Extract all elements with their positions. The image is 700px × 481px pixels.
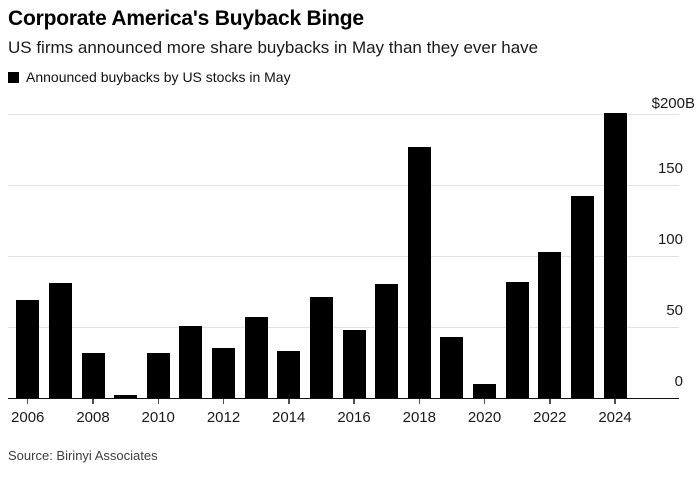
y-tick-label-150: 150 bbox=[657, 160, 683, 177]
x-tick-2012 bbox=[222, 399, 225, 404]
x-tick-label-2024: 2024 bbox=[598, 409, 632, 426]
x-tick-2020 bbox=[483, 399, 486, 404]
x-tick-label-2022: 2022 bbox=[533, 409, 567, 426]
bar-2006 bbox=[16, 300, 40, 398]
bar-2020 bbox=[473, 383, 496, 398]
y-gridline-200 bbox=[8, 114, 679, 115]
y-tick-label-200: $200B bbox=[651, 95, 695, 112]
bar-2017 bbox=[375, 284, 399, 398]
y-gridline-100 bbox=[8, 256, 679, 257]
x-tick-2022 bbox=[549, 399, 551, 404]
bar-2023 bbox=[570, 196, 594, 398]
x-tick-2018 bbox=[418, 399, 420, 404]
bar-2009 bbox=[114, 395, 138, 398]
bar-2015 bbox=[309, 297, 333, 398]
x-tick-label-2016: 2016 bbox=[337, 409, 371, 426]
bar-2021 bbox=[505, 281, 529, 398]
y-tick-label-50: 50 bbox=[666, 302, 683, 319]
x-tick-label-2020: 2020 bbox=[467, 409, 502, 426]
x-tick-2016 bbox=[353, 399, 355, 404]
legend-label: Announced buybacks by US stocks in May bbox=[26, 69, 291, 85]
bar-2008 bbox=[81, 352, 105, 398]
x-tick-label-2006: 2006 bbox=[11, 409, 45, 426]
x-tick-label-2012: 2012 bbox=[206, 409, 241, 426]
chart-subtitle: US firms announced more share buybacks i… bbox=[8, 38, 539, 57]
bar-2012 bbox=[212, 348, 235, 398]
bar-2013 bbox=[244, 317, 268, 398]
y-tick-label-0: 0 bbox=[674, 373, 683, 390]
x-axis-line bbox=[8, 397, 679, 400]
x-tick-2014 bbox=[288, 399, 290, 404]
y-gridline-150 bbox=[8, 185, 679, 186]
x-tick-2024 bbox=[614, 399, 616, 404]
bar-2011 bbox=[179, 325, 203, 398]
x-tick-2006 bbox=[26, 399, 29, 404]
source-note: Source: Birinyi Associates bbox=[8, 448, 158, 463]
x-tick-label-2014: 2014 bbox=[272, 409, 306, 426]
x-tick-label-2018: 2018 bbox=[402, 409, 436, 426]
legend: Announced buybacks by US stocks in May bbox=[8, 69, 291, 85]
bar-2022 bbox=[538, 251, 562, 398]
x-tick-2008 bbox=[92, 399, 94, 404]
bar-2024 bbox=[603, 112, 627, 398]
bar-2007 bbox=[48, 283, 72, 398]
bar-2018 bbox=[407, 146, 431, 398]
bar-2014 bbox=[277, 351, 301, 398]
x-tick-label-2008: 2008 bbox=[76, 409, 110, 426]
chart-title: Corporate America's Buyback Binge bbox=[8, 7, 364, 30]
bar-2010 bbox=[146, 352, 170, 398]
bar-2016 bbox=[342, 329, 366, 398]
y-tick-label-100: 100 bbox=[657, 231, 683, 248]
x-tick-label-2010: 2010 bbox=[141, 409, 175, 426]
legend-swatch-icon bbox=[8, 71, 19, 83]
bar-2019 bbox=[440, 336, 464, 398]
y-gridline-50 bbox=[8, 327, 679, 328]
x-tick-2010 bbox=[157, 399, 159, 404]
